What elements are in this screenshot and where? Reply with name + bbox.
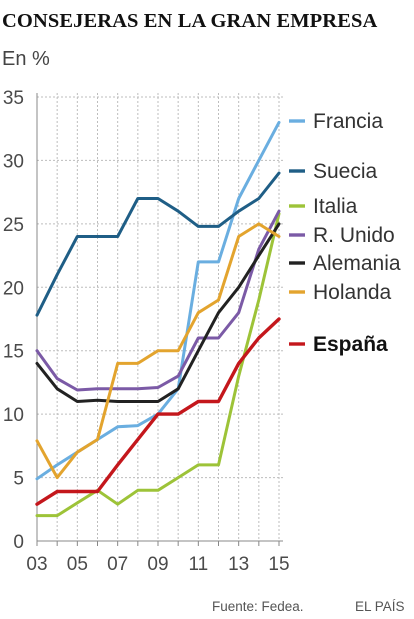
series-line-suecia [35, 171, 281, 317]
legend-label: España [313, 333, 388, 356]
series-line-españa [35, 317, 281, 506]
x-tick-label: 03 [26, 554, 47, 575]
legend: Francia Suecia Italia R. Unido Alemania Holan… [289, 110, 401, 356]
x-tick-label: 11 [188, 554, 208, 575]
series-line-r-unido [35, 209, 281, 392]
x-tick-label: 07 [107, 554, 128, 575]
x-axis-ticks: 03 05 07 09 11 13 15 [26, 541, 290, 575]
y-tick-label: 10 [3, 405, 24, 426]
x-axis [36, 93, 283, 542]
legend-label: Francia [313, 110, 383, 133]
legend-label: Suecia [313, 160, 378, 183]
x-tick-label: 15 [268, 554, 289, 575]
series-line-alemania [35, 222, 281, 403]
y-tick-label: 20 [3, 278, 24, 299]
y-tick-label: 0 [13, 532, 24, 553]
series-line-holanda [35, 222, 281, 480]
y-tick-label: 5 [13, 469, 24, 490]
legend-label: Alemania [313, 252, 401, 275]
legend-label: R. Unido [313, 224, 395, 247]
x-tick-label: 05 [67, 554, 88, 575]
legend-label: Italia [313, 195, 358, 218]
y-tick-label: 25 [3, 215, 24, 236]
y-tick-label: 30 [3, 151, 24, 172]
credit-logo: EL PAÍS [355, 599, 405, 614]
x-tick-label: 09 [147, 554, 168, 575]
chart-title: CONSEJERAS EN LA GRAN EMPRESA [2, 10, 377, 32]
grid [37, 93, 283, 541]
series-line-italia [35, 212, 281, 518]
y-tick-label: 15 [3, 342, 24, 363]
series-lines [35, 120, 281, 518]
legend-label: Holanda [313, 281, 392, 304]
source-note: Fuente: Fedea. [212, 599, 304, 614]
x-tick-label: 13 [228, 554, 249, 575]
y-axis-unit-label: En % [2, 48, 50, 70]
y-axis-ticks: 0 5 10 15 20 25 30 35 [3, 88, 24, 553]
y-tick-label: 35 [3, 88, 24, 109]
